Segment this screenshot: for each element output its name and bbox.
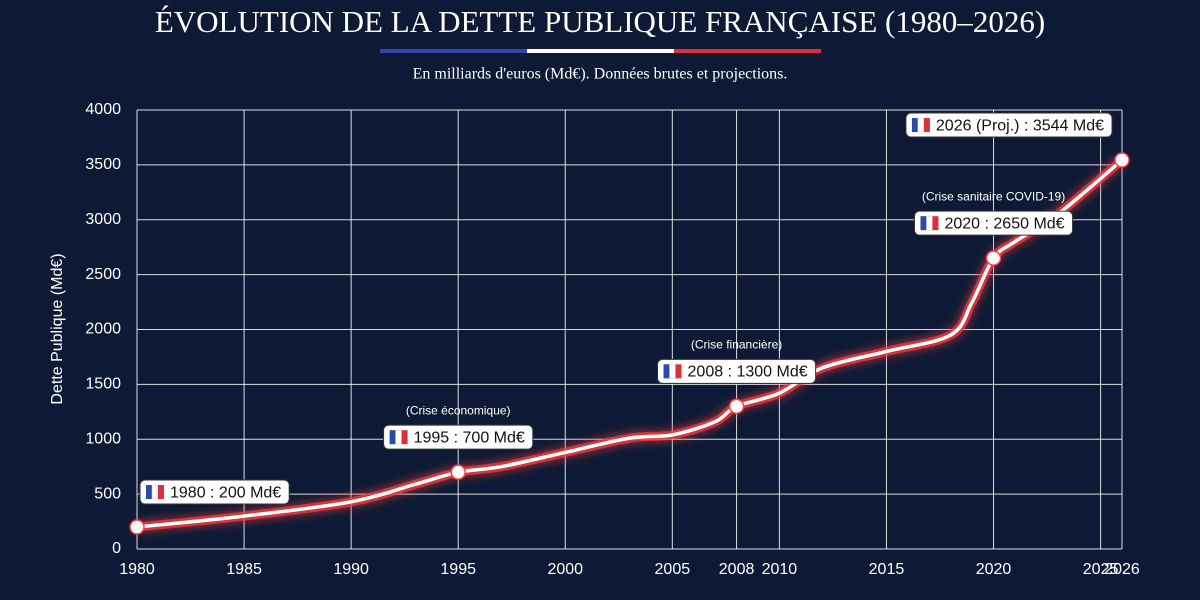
x-tick-label: 2015 <box>869 561 905 578</box>
x-tick-label: 2025 <box>1083 561 1119 578</box>
chart-subtitle: En milliards d'euros (Md€). Données brut… <box>413 66 788 83</box>
flag-white <box>926 215 933 231</box>
y-tick-label: 1500 <box>85 376 121 393</box>
flag-bar-white <box>527 49 674 53</box>
data-label: 2020 : 2650 Md€ <box>944 215 1064 232</box>
x-tick-label: 1985 <box>226 561 262 578</box>
label-box <box>139 479 290 505</box>
label-box <box>657 358 817 384</box>
label-box <box>905 112 1113 138</box>
data-label: 1995 : 700 Md€ <box>414 429 525 446</box>
point <box>728 398 745 415</box>
x-tick-label: 1980 <box>119 561 155 578</box>
y-tick-label: 1000 <box>85 430 121 447</box>
flag-blue <box>911 118 918 133</box>
data-label: 2026 (Proj.) : 3544 Md€ <box>936 117 1104 134</box>
flag-bar-blue <box>380 49 527 53</box>
x-tick-label: 1995 <box>440 561 476 578</box>
annotation: (Crise économique) <box>406 403 511 417</box>
y-tick-label: 4000 <box>85 101 121 118</box>
point-label: 1980 : 200 Md€ <box>139 479 290 505</box>
flag-blue <box>663 364 670 379</box>
data-label: 1980 : 200 Md€ <box>170 484 281 501</box>
flag-white <box>395 429 402 445</box>
flag-white <box>669 364 676 379</box>
flag-white <box>151 484 159 500</box>
y-tick-label: 0 <box>112 540 121 557</box>
annotation: (Crise financière) <box>691 337 782 351</box>
x-tick-label: 1990 <box>333 561 369 578</box>
x-tick-label: 2000 <box>547 561 583 578</box>
y-tick-label: 2000 <box>85 321 121 338</box>
point-label: 1995 : 700 Md€ <box>383 424 534 450</box>
point-label: 2026 (Proj.) : 3544 Md€ <box>905 112 1113 138</box>
x-tick-label: 2005 <box>655 561 691 578</box>
point <box>985 250 1002 266</box>
chart-title: ÉVOLUTION DE LA DETTE PUBLIQUE FRANÇAISE… <box>155 4 1045 39</box>
flag-white <box>917 117 925 133</box>
y-tick-label: 500 <box>94 485 121 502</box>
x-tick-label: 2020 <box>976 561 1012 578</box>
y-tick-label: 3500 <box>85 156 121 173</box>
y-tick-label: 2500 <box>85 266 121 283</box>
point <box>129 519 145 535</box>
annotation: (Crise sanitaire COVID-19) <box>922 189 1065 203</box>
data-label: 2008 : 1300 Md€ <box>688 364 808 381</box>
point-label: 2020 : 2650 Md€ <box>913 210 1074 236</box>
x-tick-label: 2008 <box>719 561 755 578</box>
flag-bar-red <box>674 49 821 53</box>
flag-blue <box>389 430 396 445</box>
x-tick-label: 2026 <box>1104 561 1140 578</box>
label-box <box>913 210 1074 236</box>
point <box>1114 152 1130 168</box>
flag-red <box>401 430 408 445</box>
flag-red <box>923 118 930 133</box>
y-tick-label: 3000 <box>85 211 121 228</box>
y-axis-label: Dette Publique (Md€) <box>49 253 66 404</box>
flag-blue <box>146 485 152 500</box>
flag-blue <box>920 216 927 231</box>
flag-red <box>932 216 939 231</box>
point <box>450 464 466 480</box>
flag-red <box>158 485 164 500</box>
x-tick-label: 2010 <box>762 561 798 578</box>
flag-red <box>675 364 682 379</box>
point-label: 2008 : 1300 Md€ <box>657 358 817 384</box>
label-box <box>383 424 534 450</box>
